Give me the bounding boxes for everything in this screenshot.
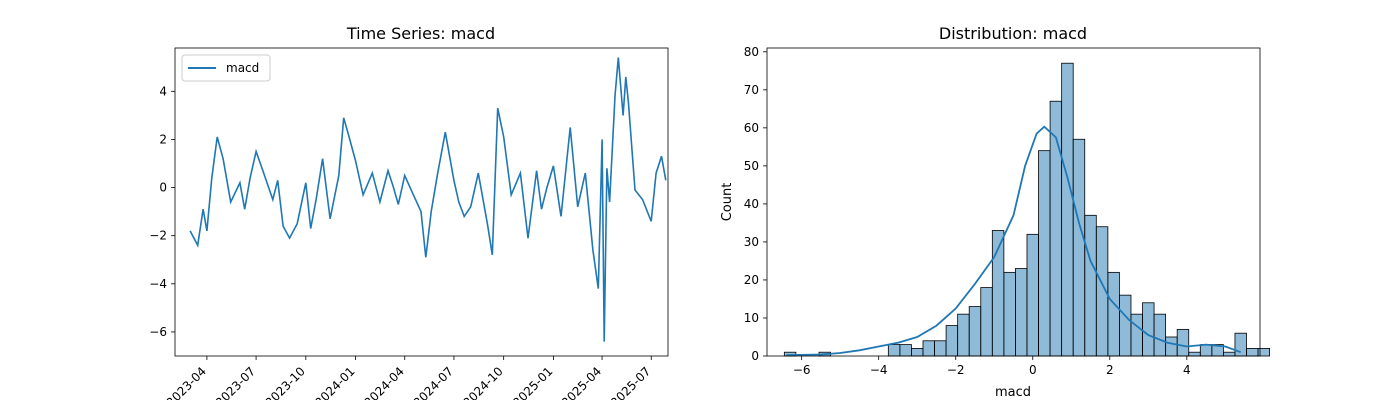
kde-curve bbox=[786, 125, 1242, 357]
macd-series-line bbox=[189, 57, 667, 342]
y-tick-label: 2 bbox=[159, 132, 167, 146]
y-tick-label: 4 bbox=[159, 84, 167, 98]
distribution-bars bbox=[783, 62, 1271, 357]
x-tick-label: 0 bbox=[1029, 363, 1037, 377]
time-series-y-ticks: −6 −4 −2 0 2 4 bbox=[149, 84, 175, 339]
y-tick-label: −6 bbox=[149, 325, 167, 339]
histogram-bar bbox=[934, 340, 947, 357]
histogram-bar bbox=[1142, 302, 1155, 357]
time-series-plot-frame bbox=[174, 47, 669, 357]
x-tick-label: 2024-07 bbox=[411, 364, 456, 400]
y-tick-label: 70 bbox=[744, 83, 759, 97]
histogram-bar bbox=[1176, 328, 1190, 357]
distribution-y-ticks: 0 10 20 30 40 50 60 70 80 bbox=[744, 45, 767, 363]
y-tick-label: 40 bbox=[744, 197, 759, 211]
histogram-bar bbox=[911, 347, 924, 357]
y-tick-label: 30 bbox=[744, 235, 759, 249]
x-tick-label: 2025-01 bbox=[510, 364, 555, 400]
histogram-bar bbox=[980, 287, 993, 357]
x-tick-label: −6 bbox=[793, 363, 811, 377]
histogram-bar bbox=[1038, 150, 1051, 357]
time-series-title: Time Series: macd bbox=[346, 24, 495, 43]
histogram-bar bbox=[1234, 332, 1247, 357]
distribution-y-label: Count bbox=[720, 183, 735, 222]
distribution-x-label: macd bbox=[995, 385, 1031, 400]
histogram-bar bbox=[945, 325, 959, 357]
histogram-bar bbox=[1246, 347, 1259, 357]
x-tick-label: 2025-07 bbox=[608, 364, 653, 400]
histogram-bar bbox=[1072, 138, 1086, 357]
histogram-bar bbox=[1003, 271, 1016, 357]
x-tick-label: 2023-10 bbox=[263, 364, 308, 400]
y-tick-label: 0 bbox=[159, 181, 167, 195]
y-tick-label: 50 bbox=[744, 159, 759, 173]
y-tick-label: −2 bbox=[149, 229, 167, 243]
histogram-bar bbox=[887, 344, 901, 357]
legend-label-macd: macd bbox=[226, 61, 259, 75]
histogram-bar bbox=[1026, 233, 1039, 357]
x-tick-label: 4 bbox=[1183, 363, 1191, 377]
histogram-bar bbox=[1107, 271, 1120, 357]
time-series-legend: macd bbox=[181, 54, 271, 82]
histogram-bar bbox=[1130, 313, 1143, 357]
histogram-bar bbox=[957, 313, 970, 357]
x-tick-label: 2 bbox=[1106, 363, 1114, 377]
distribution-title: Distribution: macd bbox=[939, 24, 1087, 43]
histogram-bar bbox=[1153, 313, 1167, 357]
x-tick-label: 2024-04 bbox=[362, 364, 407, 400]
x-tick-label: 2023-04 bbox=[164, 364, 209, 400]
y-tick-label: 20 bbox=[744, 273, 759, 287]
histogram-bar bbox=[1199, 344, 1213, 357]
histogram-bar bbox=[899, 344, 912, 357]
histogram-bar bbox=[1165, 336, 1178, 357]
y-tick-label: 60 bbox=[744, 121, 759, 135]
histogram-bar bbox=[1188, 351, 1201, 357]
x-tick-label: 2025-04 bbox=[559, 364, 604, 400]
time-series-x-ticks: 2023-04 2023-07 2023-10 2024-01 2024-04 2024-… bbox=[164, 356, 653, 400]
histogram-bar bbox=[968, 306, 982, 357]
legend-box bbox=[181, 54, 271, 82]
x-tick-label: 2024-10 bbox=[460, 364, 505, 400]
histogram-bar bbox=[1015, 268, 1028, 357]
x-tick-label: −4 bbox=[870, 363, 888, 377]
y-tick-label: −4 bbox=[149, 277, 167, 291]
x-tick-label: 2023-07 bbox=[213, 364, 258, 400]
distribution-plot-frame bbox=[766, 47, 1261, 357]
histogram-bar bbox=[922, 340, 935, 357]
histogram-bar bbox=[1223, 351, 1236, 357]
histogram-bar bbox=[1119, 294, 1132, 357]
distribution-x-ticks: −6 −4 −2 0 2 4 bbox=[793, 356, 1191, 377]
time-series-chart: Time Series: macd −6−4−2024 2023-04 2023-… bbox=[149, 24, 669, 400]
histogram-bar bbox=[1084, 214, 1097, 357]
x-tick-label: −2 bbox=[947, 363, 965, 377]
histogram-bar bbox=[1257, 347, 1271, 357]
y-tick-label: 80 bbox=[744, 45, 759, 59]
histogram-bar bbox=[1061, 62, 1074, 357]
y-tick-label: 0 bbox=[751, 349, 759, 363]
y-tick-label: 10 bbox=[744, 311, 759, 325]
x-tick-label: 2024-01 bbox=[312, 364, 357, 400]
